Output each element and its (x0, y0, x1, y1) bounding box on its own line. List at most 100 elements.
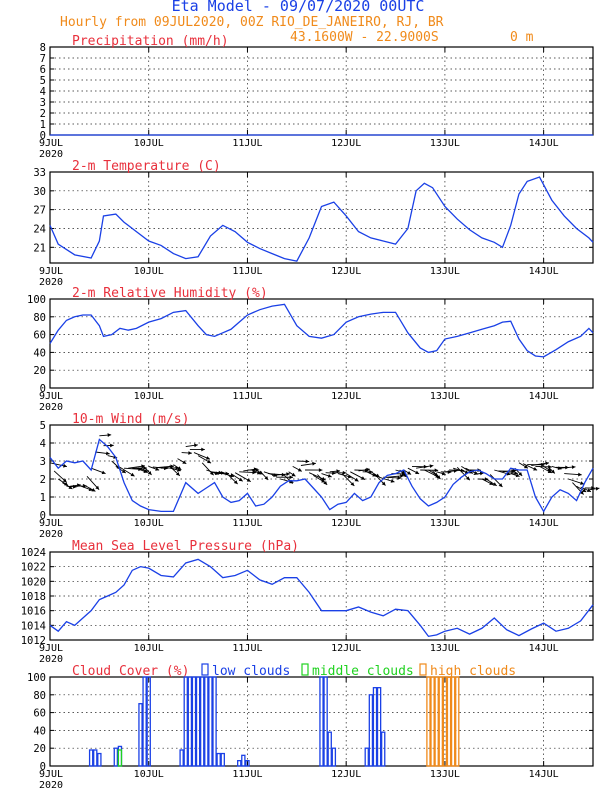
wind-vector-head (101, 470, 106, 475)
wind-vector-head (155, 467, 160, 471)
wind-vector-head (578, 472, 582, 477)
wind-vector-head (207, 459, 212, 464)
panel-frame (49, 551, 594, 641)
y-tick-label: 4 (40, 438, 46, 450)
x-tick-label: 9JUL (39, 769, 63, 780)
y-tick-label: 7 (40, 53, 46, 65)
wind-vector-head (429, 464, 434, 469)
cloud-bar-low (212, 676, 217, 767)
wind-vector-head (492, 482, 497, 486)
x-tick-label: 12JUL (331, 643, 361, 654)
cloud-bar-high (442, 676, 448, 767)
cloud-bar-high (434, 676, 439, 767)
x-tick-label: 11JUL (232, 518, 262, 529)
x-year-label: 2020 (39, 654, 63, 665)
x-tick-label: 9JUL (39, 138, 63, 149)
x-tick-label: 14JUL (529, 518, 559, 529)
wind-vector-head (121, 469, 126, 473)
y-tick-label: 24 (33, 223, 46, 235)
wind-speed-line (49, 438, 594, 513)
wind-vector-head (465, 476, 470, 481)
x-year-label: 2020 (39, 780, 63, 791)
wind-vector-head (515, 473, 520, 478)
y-tick-label: 2 (40, 108, 46, 120)
wind-vector-head (297, 468, 302, 472)
panel-frame (49, 676, 594, 767)
wind-vector-head (175, 471, 180, 476)
panel-title: Mean Sea Level Pressure (hPa) (72, 539, 299, 554)
panel-frame (49, 171, 594, 264)
legend-label: high clouds (430, 664, 516, 679)
wind-vector-head (205, 456, 210, 460)
wind-vector-head (143, 468, 148, 473)
y-tick-label: 4 (40, 86, 46, 98)
y-tick-label: 0 (40, 383, 46, 395)
x-tick-label: 11JUL (232, 769, 262, 780)
temp-line (49, 176, 594, 262)
y-tick-label: 8 (40, 42, 46, 54)
wind-vector-head (498, 483, 503, 487)
x-tick-label: 11JUL (232, 643, 262, 654)
wind-vector-head (551, 469, 555, 474)
wind-vector-head (188, 451, 192, 455)
y-tick-label: 40 (33, 725, 46, 737)
y-tick-label: 21 (33, 242, 46, 254)
x-tick-label: 9JUL (39, 266, 63, 277)
panel-cloud: 0 20 40 60 80 100 9JUL 10JUL 11JUL 12JUL 13JUL 14JU… (27, 663, 594, 791)
wind-vector-head (350, 482, 355, 486)
cloud-bar-low (364, 747, 369, 767)
wind-vector-head (106, 451, 110, 456)
legend-label: middle clouds (312, 664, 414, 679)
x-tick-label: 14JUL (529, 266, 559, 277)
wind-vector-head (182, 460, 187, 464)
wind-vector-head (62, 478, 67, 483)
wind-vector-head (361, 476, 366, 480)
panel-title: 2-m Relative Humidity (%) (72, 286, 268, 301)
cloud-bar-low (331, 747, 337, 767)
panel-title: 2-m Temperature (C) (72, 159, 221, 174)
y-tick-label: 1 (40, 492, 46, 504)
x-tick-label: 9JUL (39, 391, 63, 402)
wind-vector-head (436, 475, 441, 480)
cloud-bar-low (245, 760, 250, 767)
y-tick-label: 60 (33, 330, 46, 342)
wind-vector-head (390, 479, 395, 483)
wind-vector-head (177, 466, 182, 470)
wind-vector-head (447, 470, 452, 474)
y-tick-label: 1012 (21, 635, 46, 647)
wind-vector-head (68, 485, 73, 490)
y-tick-label: 80 (33, 690, 46, 702)
x-tick-label: 12JUL (331, 391, 361, 402)
cloud-bar-low (179, 749, 184, 767)
cloud-bar-low (372, 687, 378, 767)
y-tick-label: 1 (40, 119, 46, 131)
cloud-bar-low (319, 676, 324, 767)
x-year-label: 2020 (39, 149, 63, 160)
location-coordinates: 43.1600W - 22.9000S (290, 30, 439, 45)
chart-subtitle: Hourly from 09JUL2020, 00Z RIO_DE_JANEIR… (60, 15, 444, 30)
wind-vector-head (88, 487, 93, 492)
panel-frame (49, 424, 594, 516)
wind-vector-head (312, 461, 316, 466)
y-tick-label: 6 (40, 64, 46, 76)
cloud-bar-low (142, 676, 147, 767)
wind-vector-head (547, 469, 552, 473)
wind-vector-head (586, 488, 591, 492)
wind-vector-head (545, 461, 550, 466)
wind-vector-head (147, 471, 152, 475)
cloud-bar-high (430, 676, 435, 767)
cloud-bar-high (426, 676, 431, 767)
wind-vector-head (230, 473, 235, 478)
wind-vectors (49, 433, 600, 495)
y-tick-label: 30 (33, 186, 46, 198)
wind-vector-head (571, 465, 576, 470)
y-tick-label: 5 (40, 420, 46, 432)
y-tick-label: 33 (33, 167, 46, 179)
wind-vector-head (194, 443, 198, 448)
x-tick-label: 11JUL (232, 138, 262, 149)
wind-vector-head (441, 471, 446, 476)
cloud-bar-low (216, 752, 221, 767)
wind-vector-head (305, 459, 310, 464)
legend-swatch (301, 663, 309, 676)
y-tick-label: 1024 (21, 547, 46, 559)
